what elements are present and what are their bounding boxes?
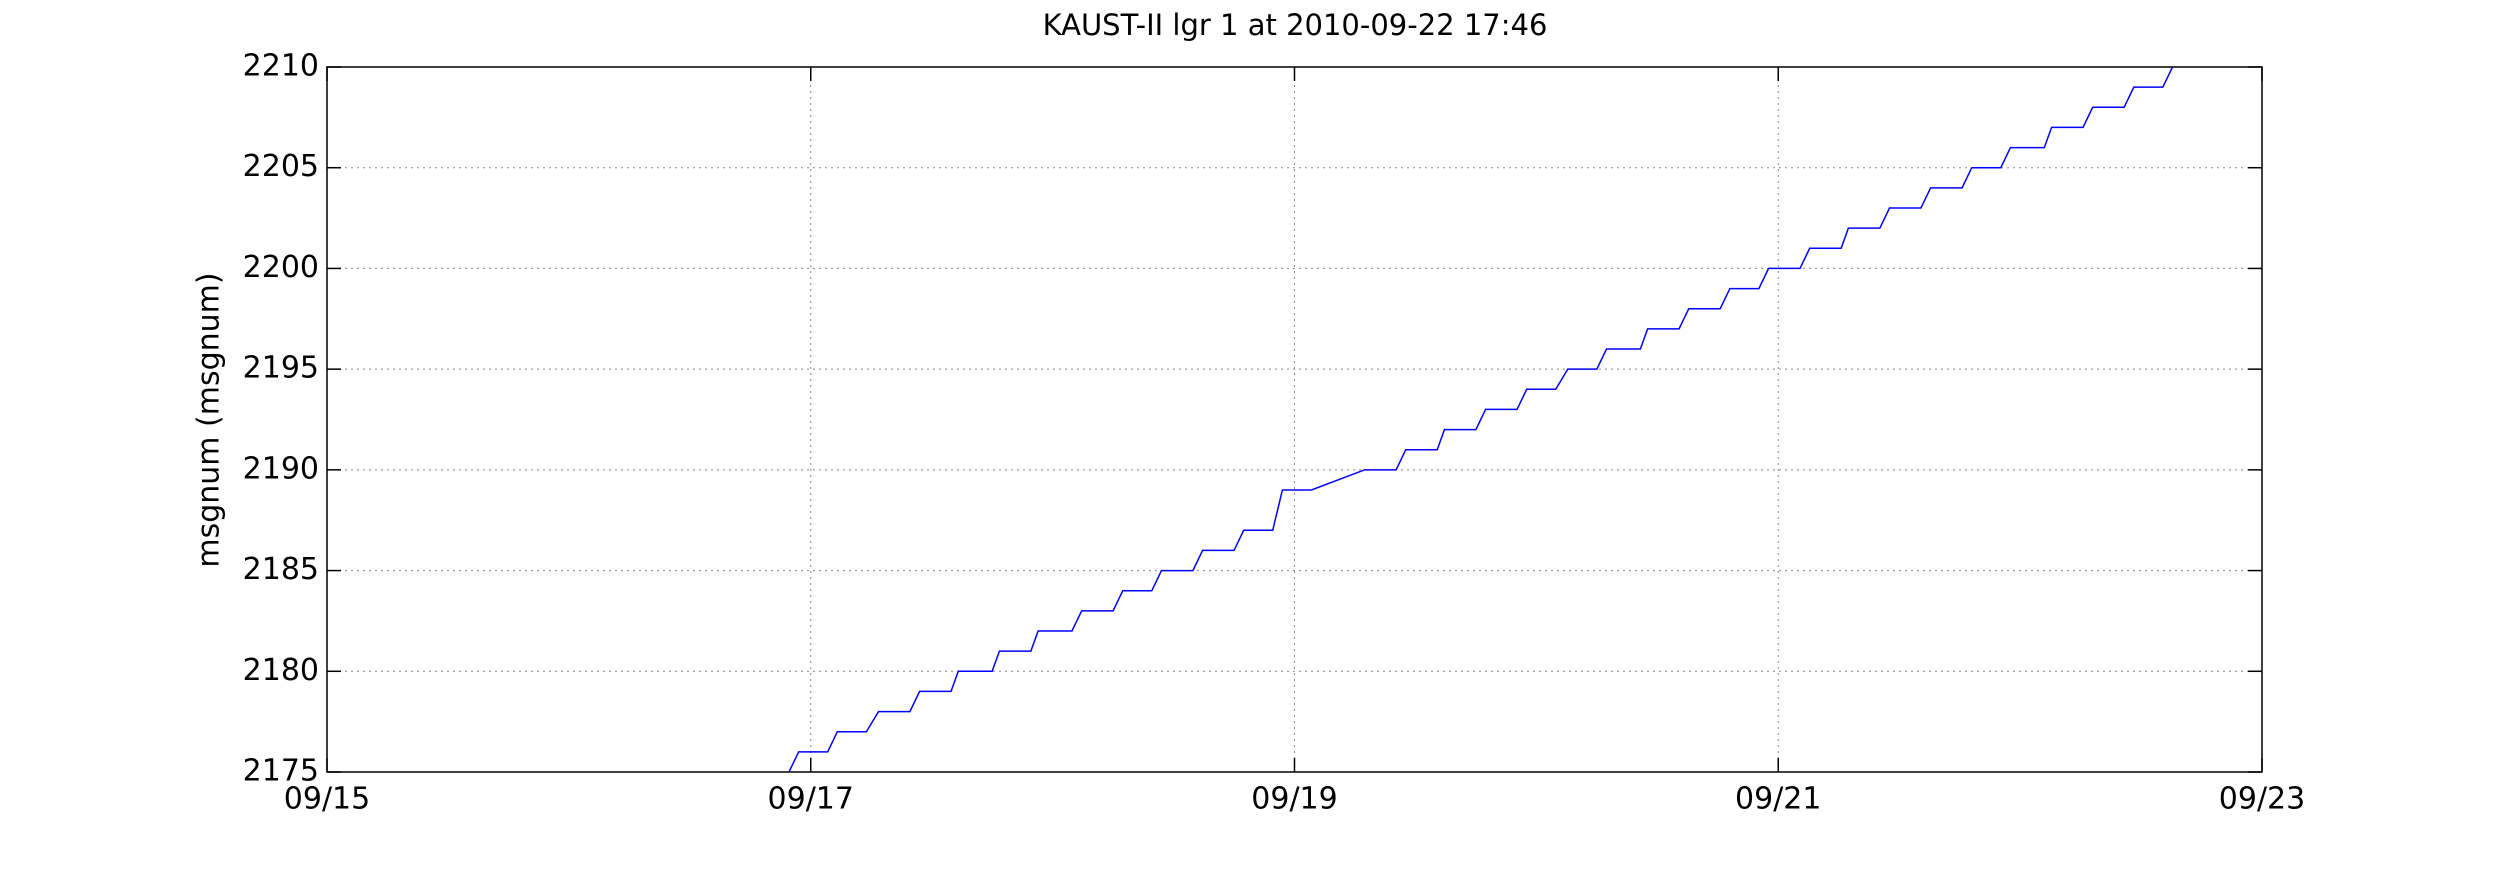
data-line: [788, 67, 2174, 772]
x-tick-label: 09/21: [1735, 782, 1821, 817]
y-tick-label: 2180: [243, 653, 319, 688]
y-axis-label: msgnum (msgnum): [192, 272, 227, 567]
x-tick-label: 09/23: [2219, 782, 2305, 817]
y-tick-label: 2190: [243, 451, 319, 486]
y-tick-label: 2195: [243, 351, 319, 386]
y-tick-label: 2175: [243, 754, 319, 789]
x-tick-label: 09/15: [284, 782, 370, 817]
y-tick-label: 2200: [243, 250, 319, 285]
plot-frame: [326, 66, 2263, 773]
x-tick-label: 09/17: [768, 782, 854, 817]
x-tick-label: 09/19: [1251, 782, 1337, 817]
y-tick-label: 2185: [243, 552, 319, 587]
y-tick-label: 2210: [243, 49, 319, 84]
plot-area: [788, 67, 2174, 772]
y-tick-label: 2205: [243, 149, 319, 184]
chart-title: KAUST-II lgr 1 at 2010-09-22 17:46: [1043, 8, 1548, 42]
